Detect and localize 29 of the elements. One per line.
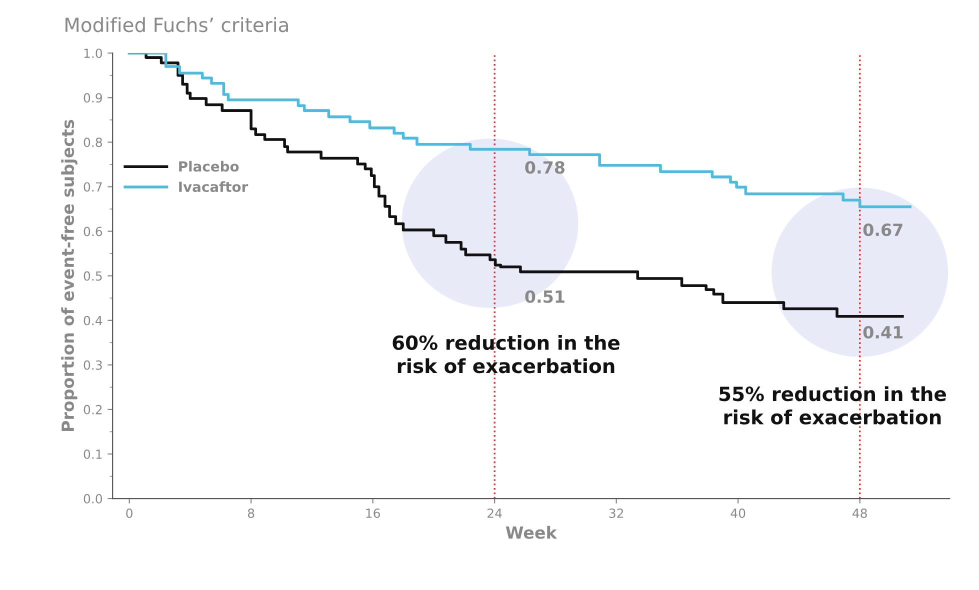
y-tick-label: 0.4 [84,316,102,326]
y-tick-label: 0.9 [84,93,102,103]
x-tick-label: 40 [730,508,746,518]
x-tick-label: 24 [488,508,502,518]
x-tick-label: 32 [609,508,624,518]
y-tick-label: 0.8 [84,138,102,148]
annotation: 60% reduction in the risk of exacerbation [392,334,620,374]
y-tick-label: 0.0 [84,494,102,504]
x-tick-label: 0 [126,508,132,518]
y-tick-label: 0.1 [84,449,102,459]
x-axis-title: Week [506,526,558,539]
annotation: 55% reduction in the risk of exacerbation [719,386,946,424]
annotation: 0.51 [525,290,564,303]
x-tick-label: 8 [248,508,254,518]
y-tick-label: 0.7 [84,182,102,192]
y-tick-label: 1.0 [84,48,102,58]
y-tick-label: 0.3 [84,360,102,370]
y-tick-label: 0.6 [84,226,102,236]
legend-label: Placebo [179,160,239,172]
y-tick-label: 0.2 [84,404,102,414]
x-tick-label: 48 [852,508,867,518]
annotation: 0.41 [863,326,903,339]
annotation: 0.67 [863,224,902,236]
x-tick-label: 16 [366,508,380,518]
legend-label: Ivacaftor [179,181,248,192]
y-axis-title: Proportion of event-free subjects [61,120,78,431]
y-tick-label: 0.5 [84,271,102,281]
chart-title: Modified Fuchs’ criteria [66,17,288,32]
annotation: 0.78 [525,161,564,174]
